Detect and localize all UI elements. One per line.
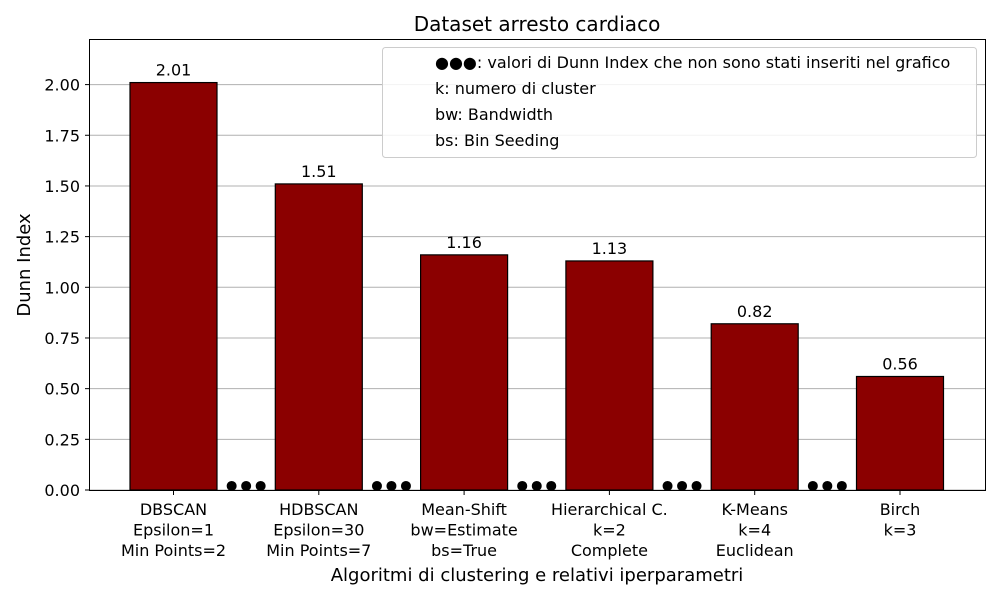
x-tick-label: Min Points=7 <box>266 541 371 560</box>
bar <box>420 254 509 491</box>
omitted-value-markers <box>226 480 847 491</box>
bar-value-label: 1.51 <box>301 162 337 181</box>
y-tick-label: 0.50 <box>44 380 80 399</box>
plot-frame <box>89 39 986 491</box>
omitted-value-dot <box>400 480 411 491</box>
omitted-value-dot <box>531 480 542 491</box>
bar-value-label: 0.82 <box>737 302 773 321</box>
omitted-value-dot <box>241 480 252 491</box>
bar <box>710 323 799 491</box>
bar-value-label: 0.56 <box>882 354 918 373</box>
omitted-value-dot <box>226 480 237 491</box>
y-axis: 0.00 0.25 0.50 0.75 1.00 1.25 1.50 1.75 2.00 <box>44 76 90 500</box>
bars: 2.01 1.51 1.16 1.13 0.82 0.56 <box>129 61 945 491</box>
omitted-value-dot <box>822 480 833 491</box>
legend-entry: bs: Bin Seeding <box>435 131 559 150</box>
y-tick-label: 0.75 <box>44 329 80 348</box>
bar-value-label: 1.16 <box>446 233 482 252</box>
omitted-value-dot <box>386 480 397 491</box>
x-tick-label: bw=Estimate <box>410 521 517 540</box>
bar-value-label: 2.01 <box>156 61 192 80</box>
chart-title: Dataset arresto cardiaco <box>414 12 661 36</box>
omitted-value-dot <box>691 480 702 491</box>
legend-entry: k: numero di cluster <box>435 79 596 98</box>
y-tick-label: 2.00 <box>44 76 80 95</box>
legend-box <box>382 47 977 158</box>
y-tick-label: 1.00 <box>44 278 80 297</box>
x-tick-label: k=3 <box>884 521 917 540</box>
legend: ●●●: valori di Dunn Index che non sono s… <box>382 47 977 158</box>
omitted-value-dot <box>662 480 673 491</box>
x-tick-label: Euclidean <box>716 541 794 560</box>
y-axis-label: Dunn Index <box>14 213 35 317</box>
y-tick-label: 1.50 <box>44 177 80 196</box>
bar <box>274 183 363 491</box>
y-tick-label: 1.75 <box>44 126 80 145</box>
bar <box>129 81 218 491</box>
x-tick-label: k=4 <box>738 521 771 540</box>
x-tick-label: k=2 <box>593 521 626 540</box>
y-tick-label: 0.00 <box>44 481 80 500</box>
y-tick-label: 1.25 <box>44 228 80 247</box>
x-tick-label: Min Points=2 <box>121 541 226 560</box>
x-axis-label: Algoritmi di clustering e relativi iperp… <box>331 565 744 586</box>
omitted-value-dot <box>546 480 557 491</box>
x-tick-label: HDBSCAN <box>279 500 358 519</box>
omitted-value-dot <box>677 480 688 491</box>
x-tick-label: Mean-Shift <box>421 500 507 519</box>
x-tick-label: bs=True <box>431 541 497 560</box>
omitted-value-dot <box>517 480 528 491</box>
omitted-value-dot <box>255 480 266 491</box>
bar <box>565 260 654 491</box>
bar <box>855 375 945 491</box>
x-tick-label: K-Means <box>721 500 788 519</box>
x-tick-label: Complete <box>571 541 648 560</box>
x-tick-label: Hierarchical C. <box>551 500 668 519</box>
x-tick-label: Epsilon=1 <box>133 521 214 540</box>
omitted-value-dot <box>807 480 818 491</box>
legend-entry: bw: Bandwidth <box>435 105 553 124</box>
legend-entry: ●●●: valori di Dunn Index che non sono s… <box>435 53 950 72</box>
x-tick-label: Epsilon=30 <box>273 521 364 540</box>
omitted-value-dot <box>836 480 847 491</box>
y-tick-label: 0.25 <box>44 430 80 449</box>
omitted-value-dot <box>371 480 382 491</box>
bar-value-label: 1.13 <box>592 239 628 258</box>
x-tick-label: DBSCAN <box>140 500 207 519</box>
x-tick-label: Birch <box>880 500 921 519</box>
